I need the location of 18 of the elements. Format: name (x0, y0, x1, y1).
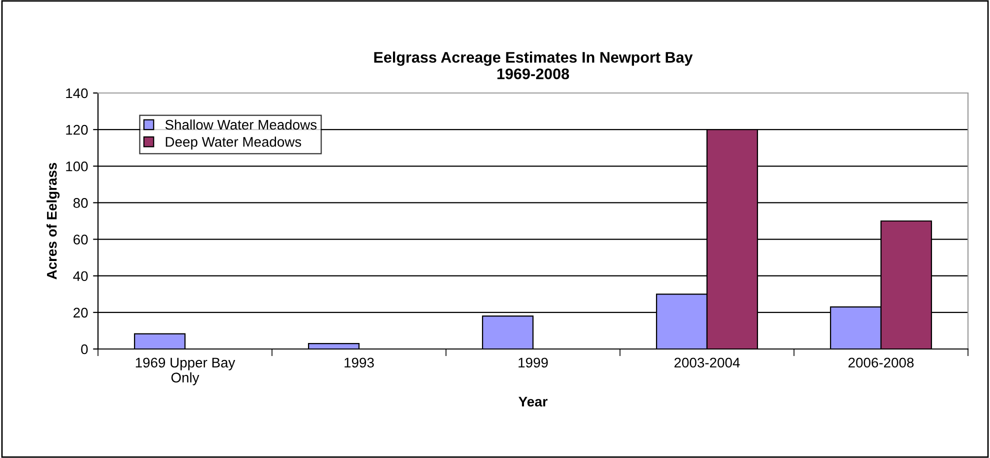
y-tick-label: 80 (73, 198, 88, 208)
x-tick-label: 1969 Upper Bay Only (136, 358, 236, 386)
x-tick-label: 2003-2004 (674, 358, 740, 368)
y-tick-label: 120 (66, 124, 88, 135)
y-tick-label: 20 (74, 308, 88, 318)
x-tick-label: 2006-2008 (848, 358, 914, 368)
y-tick-label: 140 (66, 88, 88, 98)
chart-title: Eelgrass Acreage Estimates In Newport Bay 1969-2008 (374, 52, 693, 80)
x-tick-label: 1999 (518, 358, 548, 368)
x-axis-title: Year (518, 396, 548, 407)
y-tick-label: 60 (74, 234, 88, 244)
y-tick-label: 0 (81, 344, 88, 354)
legend-label: Shallow Water Meadows (165, 119, 317, 130)
y-tick-label: 40 (73, 271, 88, 282)
y-tick-label: 100 (66, 161, 88, 172)
legend-label: Deep Water Meadows (166, 136, 302, 150)
x-tick-label: 1993 (344, 358, 374, 368)
y-axis-title: Acres of Eelgrass (46, 162, 60, 280)
